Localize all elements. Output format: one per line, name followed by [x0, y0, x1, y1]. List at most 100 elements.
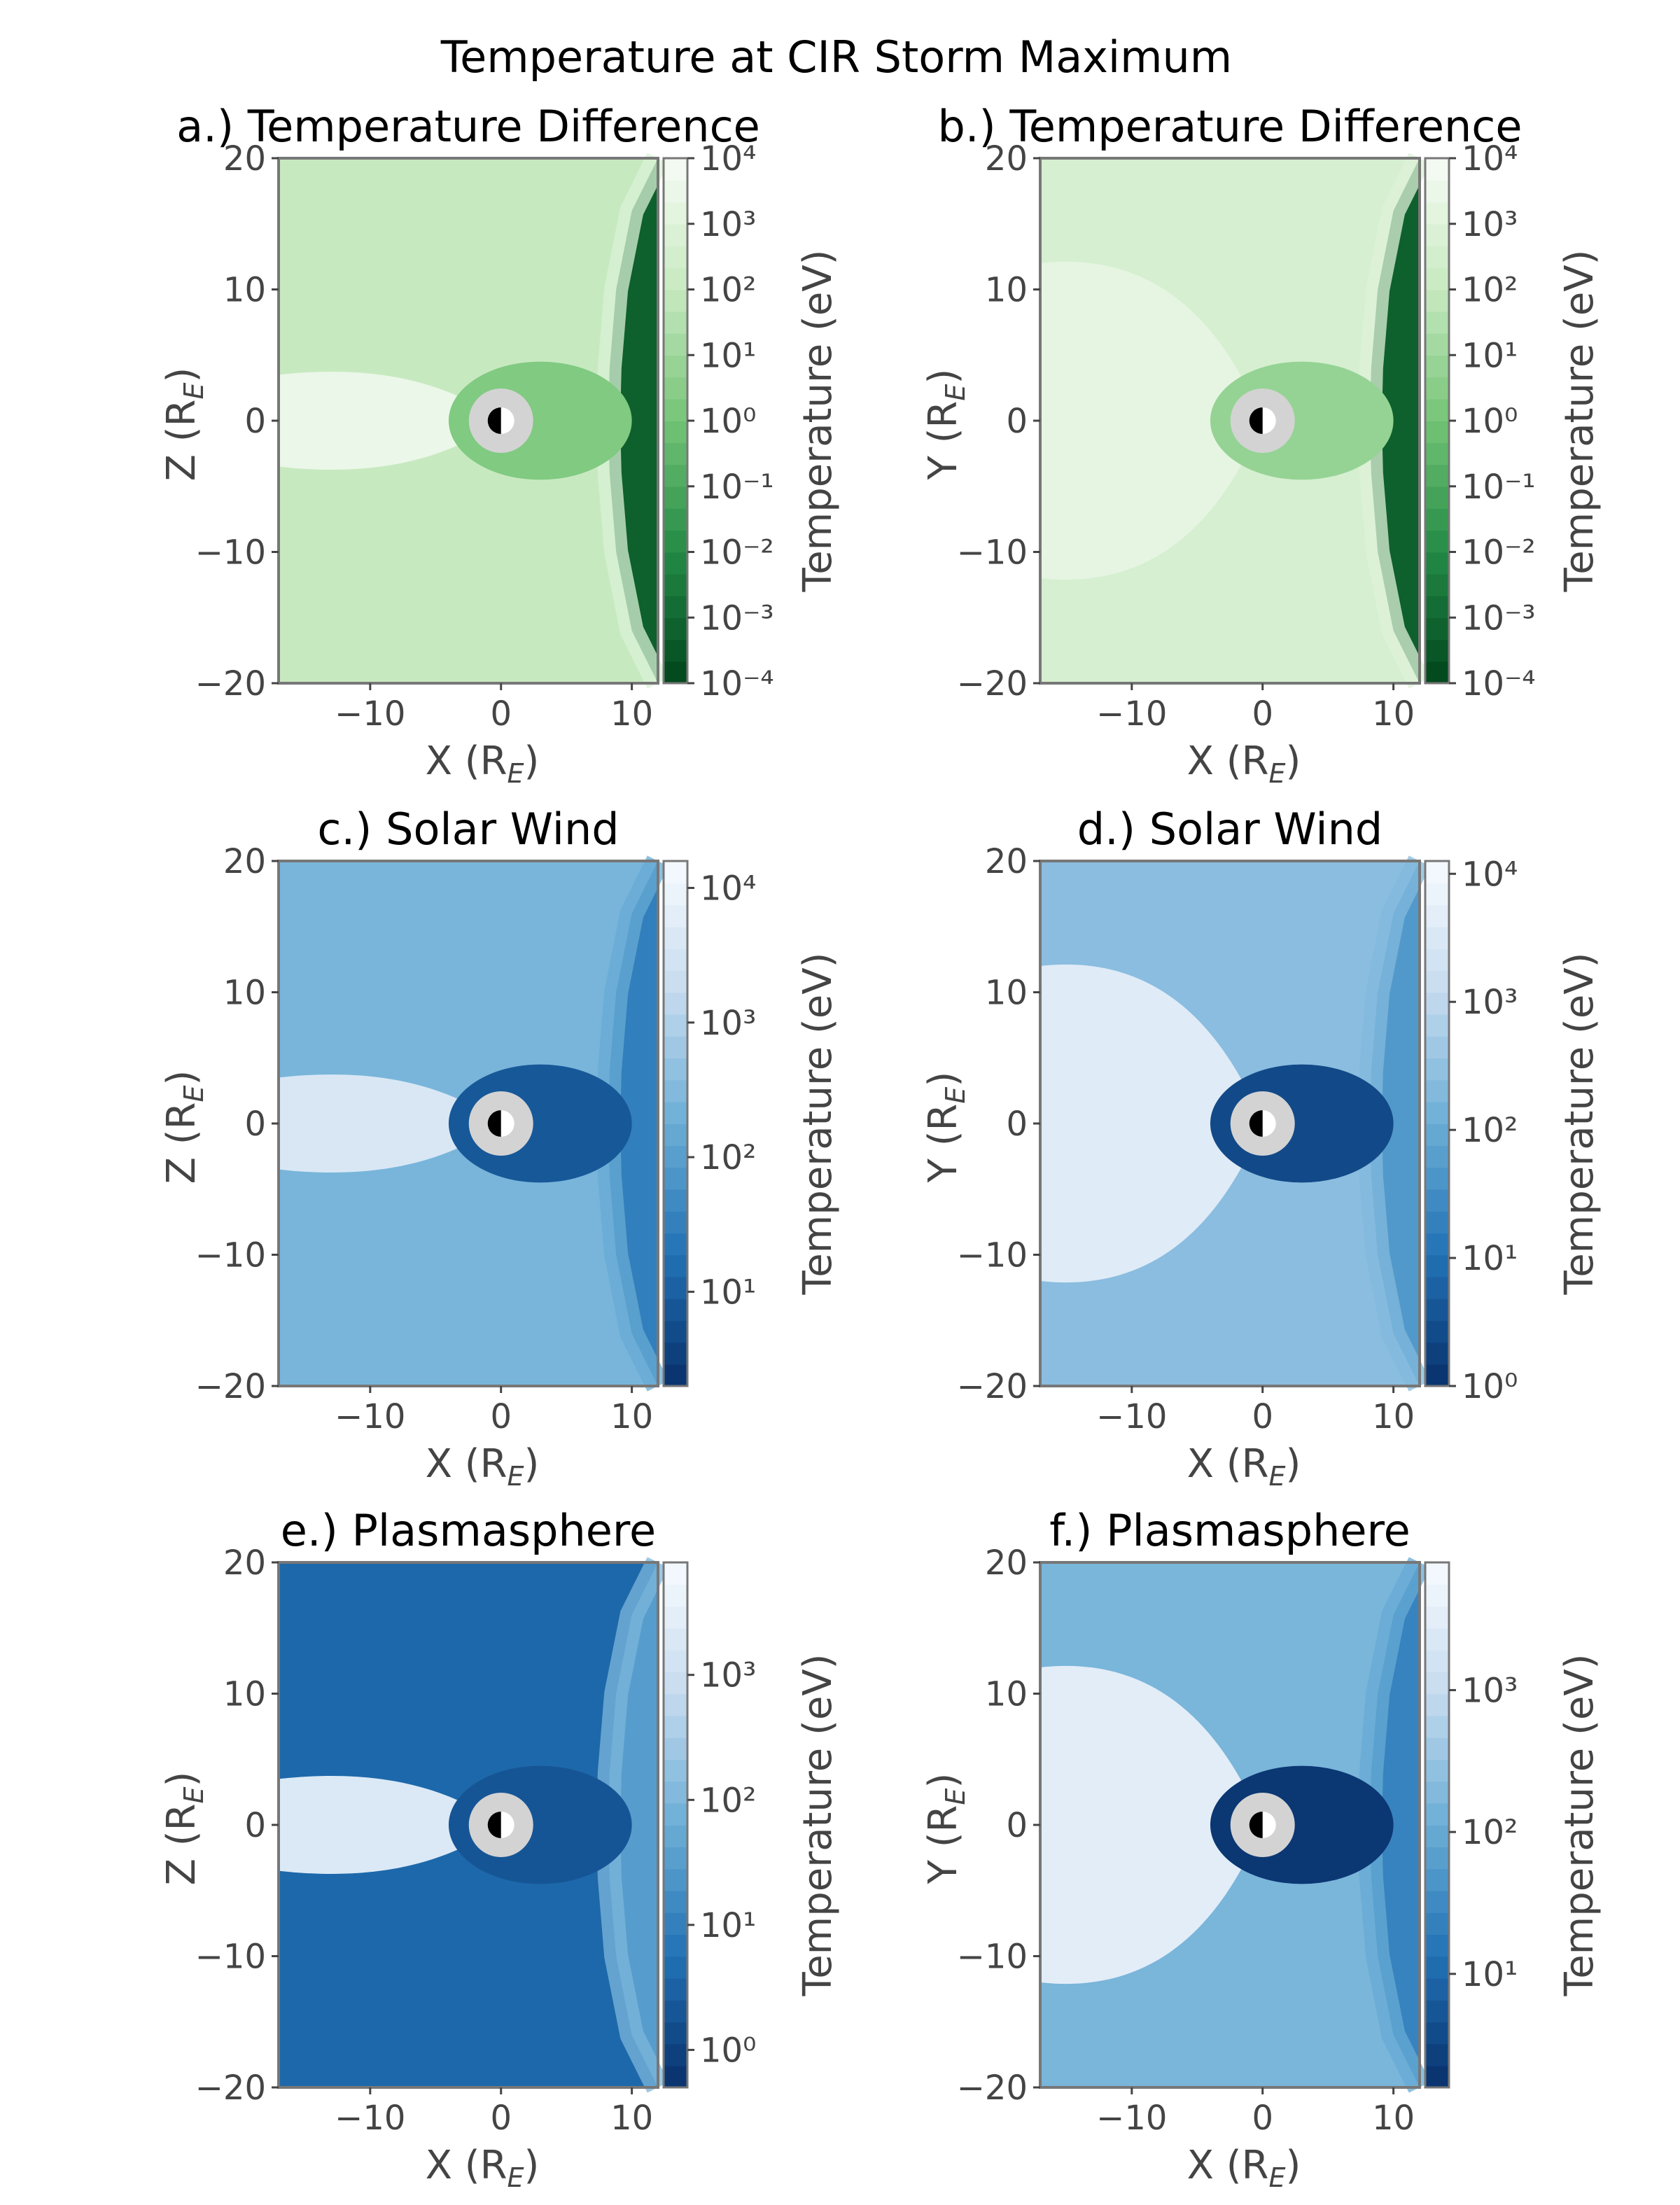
colorbar-band — [1425, 1868, 1449, 1891]
colorbar-band — [664, 1211, 687, 1234]
colorbar-band — [1425, 617, 1449, 640]
colorbar-band — [1425, 377, 1449, 400]
colorbar-band — [664, 904, 687, 927]
colorbar-band — [664, 1584, 687, 1607]
colorbar-band — [1425, 1254, 1449, 1278]
colorbar-band — [1425, 311, 1449, 334]
colorbar-band — [1425, 948, 1449, 972]
colorbar-tick-label: 10¹ — [1462, 1239, 1518, 1278]
y-tick-label: −10 — [195, 1938, 266, 1977]
colorbar-band — [1425, 1628, 1449, 1651]
colorbar-band — [1425, 223, 1449, 246]
colorbar-band — [664, 926, 687, 949]
y-tick-label: 20 — [223, 139, 266, 178]
colorbar-band — [664, 1868, 687, 1891]
colorbar-tick-label: 10⁻² — [1462, 533, 1536, 573]
y-tick-label: 20 — [985, 842, 1028, 881]
colorbar-band — [664, 1912, 687, 1935]
colorbar-band — [664, 486, 687, 509]
colorbar-band — [1425, 333, 1449, 356]
colorbar-tick-label: 10¹ — [700, 336, 756, 375]
colorbar-tick-label: 10⁴ — [700, 139, 756, 178]
colorbar-band — [1425, 1584, 1449, 1607]
colorbar-band — [1425, 398, 1449, 421]
y-tick-label: −10 — [957, 1236, 1028, 1275]
colorbar-tick-label: 10⁴ — [1462, 139, 1518, 178]
colorbar-band — [664, 421, 687, 444]
y-tick-label: 10 — [985, 974, 1028, 1013]
x-tick-label: 10 — [1372, 1397, 1415, 1436]
y-axis-label: Y (RE) — [920, 369, 971, 481]
colorbar-tick-label: 10³ — [1462, 983, 1518, 1022]
x-axis-label: X (RE) — [1187, 738, 1301, 789]
figure-title: Temperature at CIR Storm Maximum — [440, 31, 1232, 83]
colorbar-band — [664, 1145, 687, 1168]
y-tick-label: 20 — [223, 1544, 266, 1583]
colorbar-band — [664, 246, 687, 269]
colorbar-band — [664, 2000, 687, 2023]
colorbar-band — [1425, 1211, 1449, 1234]
colorbar-tick-label: 10⁰ — [700, 402, 756, 441]
colorbar-band — [664, 398, 687, 421]
colorbar-tick-label: 10² — [1462, 1111, 1518, 1150]
panel-title: d.) Solar Wind — [1077, 804, 1382, 855]
x-tick-label: 0 — [1252, 694, 1273, 734]
x-tick-label: −10 — [335, 694, 405, 734]
colorbar-band — [664, 1825, 687, 1848]
y-tick-label: −20 — [957, 2068, 1028, 2108]
panel-title: f.) Plasmasphere — [1049, 1505, 1410, 1556]
y-tick-label: −10 — [195, 533, 266, 573]
panel-c: −10 0 10 −20 −10 0 10 20 X (RE) Z (RE) c.) Solar W… — [159, 804, 841, 1492]
colorbar-band — [1425, 508, 1449, 531]
x-axis-label: X (RE) — [1187, 1441, 1301, 1492]
colorbar-band — [664, 1254, 687, 1278]
y-tick-label: −10 — [957, 533, 1028, 573]
y-tick-label: 0 — [1006, 1105, 1028, 1144]
colorbar-band — [1425, 1320, 1449, 1343]
colorbar-band — [1425, 883, 1449, 906]
colorbar-band — [664, 1672, 687, 1695]
panel-f: −10 0 10 −20 −10 0 10 20 X (RE) Y (RE) f.) Plasmas… — [920, 1505, 1602, 2193]
colorbar-band — [1425, 530, 1449, 553]
colorbar-tick-label: 10⁻³ — [700, 598, 774, 638]
colorbar-band — [664, 1167, 687, 1190]
colorbar-band — [1425, 1058, 1449, 1081]
y-tick-label: −20 — [957, 1367, 1028, 1406]
colorbar-band — [664, 661, 687, 684]
colorbar-band — [664, 1781, 687, 1804]
x-tick-label: 10 — [610, 694, 653, 734]
y-tick-label: 10 — [223, 974, 266, 1013]
colorbar-band — [1425, 464, 1449, 487]
x-tick-label: −10 — [1096, 694, 1167, 734]
y-tick-label: 0 — [1006, 1806, 1028, 1845]
colorbar-band — [664, 1342, 687, 1365]
colorbar-tick-label: 10² — [700, 1781, 756, 1820]
colorbar-band — [664, 1124, 687, 1147]
y-tick-label: 0 — [244, 1105, 266, 1144]
colorbar-tick-label: 10² — [700, 1138, 756, 1177]
colorbar-band — [1425, 1956, 1449, 1979]
colorbar-band — [664, 1320, 687, 1343]
colorbar-band — [1425, 2022, 1449, 2045]
colorbar-label: Temperature (eV) — [795, 953, 841, 1296]
colorbar-band — [664, 617, 687, 640]
colorbar-band — [664, 311, 687, 334]
colorbar-frame — [662, 1561, 689, 2089]
colorbar-band — [664, 1014, 687, 1037]
colorbar-band — [664, 1934, 687, 1957]
y-axis-label: Z (RE) — [159, 1070, 209, 1184]
y-tick-label: 20 — [223, 842, 266, 881]
panel-title: e.) Plasmasphere — [281, 1505, 656, 1556]
y-tick-label: 10 — [223, 1675, 266, 1714]
colorbar-band — [1425, 442, 1449, 465]
colorbar-frame — [1424, 1561, 1450, 2089]
colorbar-tick-label: 10⁰ — [700, 2031, 756, 2070]
colorbar-band — [1425, 1781, 1449, 1804]
colorbar-band — [664, 1737, 687, 1760]
colorbar-band — [1425, 861, 1449, 884]
y-tick-label: −10 — [957, 1938, 1028, 1977]
colorbar-band — [1425, 904, 1449, 927]
panel-title: a.) Temperature Difference — [176, 101, 760, 152]
colorbar-band — [664, 1606, 687, 1629]
field-tail — [1040, 964, 1263, 1283]
